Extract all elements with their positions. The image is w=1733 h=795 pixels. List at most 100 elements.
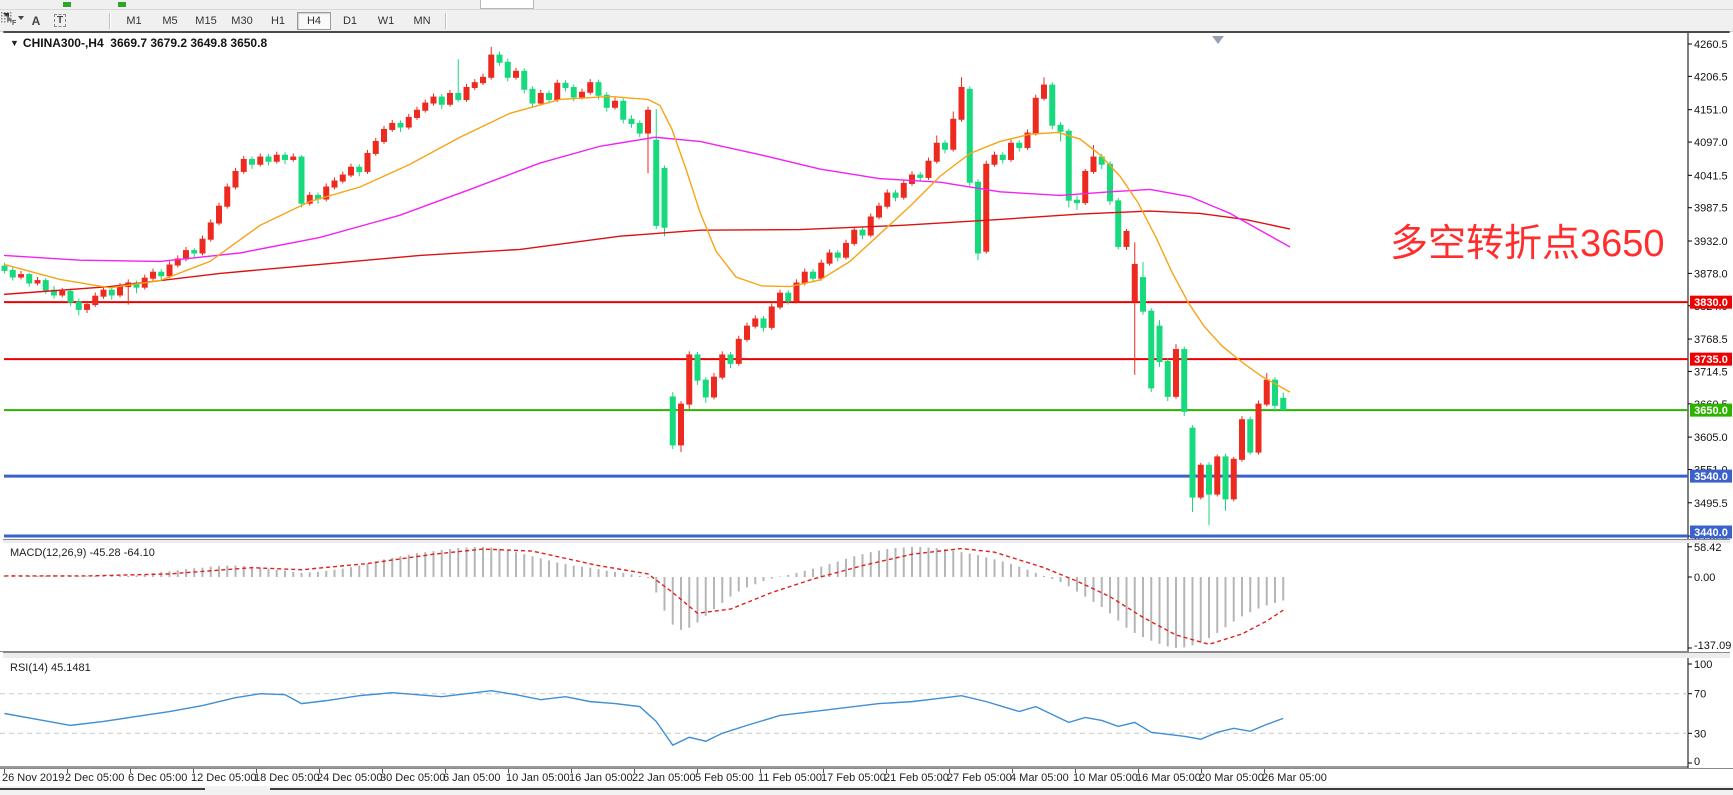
horizontal-levels <box>4 301 1688 538</box>
macd-signal-line <box>4 547 1284 646</box>
chart-window-top-border <box>3 31 1730 33</box>
date-label: 26 Nov 2019 <box>2 772 65 784</box>
date-tick <box>67 769 68 773</box>
timeframe-button-m30[interactable]: M30 <box>231 14 253 27</box>
svg-text:100: 100 <box>1694 659 1712 671</box>
svg-text:70: 70 <box>1694 689 1706 701</box>
candles <box>1 46 1287 526</box>
svg-text:30: 30 <box>1694 728 1706 740</box>
rsi-axis-labels: 100 70 30 0 <box>1688 659 1712 768</box>
date-tick <box>382 769 383 773</box>
date-label: 17 Feb 05:00 <box>821 772 886 784</box>
timeframe-button-m15[interactable]: M15 <box>195 14 217 27</box>
date-tick <box>1012 769 1013 773</box>
date-label: 10 Mar 05:00 <box>1073 772 1138 784</box>
date-label: 2 Dec 05:00 <box>65 772 125 784</box>
date-label: 27 Feb 05:00 <box>947 772 1012 784</box>
timeframe-button-m1[interactable]: M1 <box>126 14 142 27</box>
date-label: 6 Jan 05:00 <box>443 772 501 784</box>
date-label: 12 Dec 05:00 <box>191 772 257 784</box>
svg-text:58.42: 58.42 <box>1694 543 1722 554</box>
date-label: 11 Feb 05:00 <box>758 772 823 784</box>
bottom-edge-segment <box>0 788 205 790</box>
date-tick <box>760 769 761 773</box>
svg-text:0: 0 <box>1694 756 1700 768</box>
objects-arrows-icon[interactable] <box>3 12 103 30</box>
date-tick <box>445 769 446 773</box>
date-label: 16 Mar 05:00 <box>1136 772 1201 784</box>
svg-text:4097.0: 4097.0 <box>1694 137 1728 149</box>
svg-text:3735.0: 3735.0 <box>1694 354 1728 366</box>
svg-text:3650.0: 3650.0 <box>1694 405 1728 417</box>
toolbar-remnant-nub <box>118 2 126 7</box>
date-tick <box>4 769 5 773</box>
window-bottom-edge <box>0 786 1733 795</box>
chart-title: ▼ CHINA300-,H4 3669.7 3679.2 3649.8 3650.… <box>10 36 268 50</box>
date-tick <box>508 769 509 773</box>
date-tick <box>319 769 320 773</box>
svg-text:3440.0: 3440.0 <box>1694 527 1728 539</box>
top-toolbar-remnant <box>0 0 1733 10</box>
svg-text:3768.5: 3768.5 <box>1694 334 1728 346</box>
date-label: 16 Jan 05:00 <box>569 772 633 784</box>
date-label: 22 Jan 05:00 <box>632 772 696 784</box>
macd-panel[interactable]: 58.42 0.00 -137.09 <box>0 543 1733 652</box>
svg-text:4260.5: 4260.5 <box>1694 39 1728 51</box>
date-tick <box>571 769 572 773</box>
chart-toolbar: F A T M1 M5 M15 M30 H1 H4 D1 W1 MN <box>0 10 1733 32</box>
date-tick <box>256 769 257 773</box>
svg-text:3605.0: 3605.0 <box>1694 432 1728 444</box>
svg-text:3540.0: 3540.0 <box>1694 471 1728 483</box>
toolbar-separator <box>445 12 447 29</box>
svg-text:4206.5: 4206.5 <box>1694 71 1728 83</box>
ma-slow-red <box>3 210 1291 296</box>
timeframe-button-mn[interactable]: MN <box>413 14 431 27</box>
date-tick <box>1201 769 1202 773</box>
rsi-indicator-label: RSI(14) 45.1481 <box>10 662 91 674</box>
timeframe-button-h1[interactable]: H1 <box>270 14 286 27</box>
date-label: 26 Mar 05:00 <box>1262 772 1327 784</box>
svg-text:3932.0: 3932.0 <box>1694 236 1728 248</box>
insert-text-icon[interactable]: A <box>31 13 41 28</box>
timeframe-buttons: M1 M5 M15 M30 H1 H4 D1 W1 MN <box>116 11 440 30</box>
date-label: 24 Dec 05:00 <box>317 772 383 784</box>
date-label: 5 Feb 05:00 <box>695 772 754 784</box>
svg-text:3987.5: 3987.5 <box>1694 203 1728 215</box>
rsi-panel[interactable]: 100 70 30 0 <box>0 658 1733 768</box>
date-label: 20 Mar 05:00 <box>1199 772 1264 784</box>
toolbar-remnant-nub <box>63 2 71 7</box>
macd-indicator-label: MACD(12,26,9) -45.28 -64.10 <box>10 547 155 559</box>
time-axis[interactable]: 26 Nov 2019 2 Dec 05:00 6 Dec 05:00 12 Dec … <box>0 768 1733 787</box>
date-label: 18 Dec 05:00 <box>254 772 320 784</box>
level-price-badges: 3830.0 3735.0 3650.0 3540.0 3440.0 <box>1690 295 1732 539</box>
svg-text:3878.0: 3878.0 <box>1694 268 1728 280</box>
macd-axis-labels: 58.42 0.00 -137.09 <box>1688 543 1731 652</box>
candlestick-chart[interactable]: 4260.5 4206.5 4151.0 4097.0 4041.5 3987.5 3932… <box>0 33 1733 539</box>
text-label-icon[interactable]: T <box>49 12 71 30</box>
svg-text:4041.5: 4041.5 <box>1694 170 1728 182</box>
svg-text:3495.5: 3495.5 <box>1694 498 1728 510</box>
timeframe-button-m5[interactable]: M5 <box>162 14 178 27</box>
svg-text:4151.0: 4151.0 <box>1694 105 1728 117</box>
svg-text:0.00: 0.00 <box>1694 572 1715 584</box>
date-tick <box>949 769 950 773</box>
date-tick <box>130 769 131 773</box>
trend-annotation-text[interactable]: 多空转折点3650 <box>1390 223 1665 265</box>
ma-fast-orange <box>3 95 1291 393</box>
date-tick <box>1075 769 1076 773</box>
date-tick <box>697 769 698 773</box>
bottom-edge-segment <box>270 788 1733 790</box>
price-axis-ticks: 4260.5 4206.5 4151.0 4097.0 4041.5 3987.5 3932… <box>1688 39 1728 539</box>
toolbar-remnant-field <box>480 0 534 9</box>
date-tick <box>823 769 824 773</box>
toolbar-separator <box>109 12 111 29</box>
timeframe-button-h4[interactable]: H4 <box>297 11 331 30</box>
macd-histogram <box>3 546 1285 648</box>
svg-text:-137.09: -137.09 <box>1694 640 1731 652</box>
chevron-down-icon[interactable]: ▼ <box>10 38 19 48</box>
timeframe-button-d1[interactable]: D1 <box>342 14 358 27</box>
chart-shift-marker[interactable] <box>1212 36 1224 44</box>
date-tick <box>1138 769 1139 773</box>
date-label: 21 Feb 05:00 <box>884 772 949 784</box>
timeframe-button-w1[interactable]: W1 <box>377 14 395 27</box>
